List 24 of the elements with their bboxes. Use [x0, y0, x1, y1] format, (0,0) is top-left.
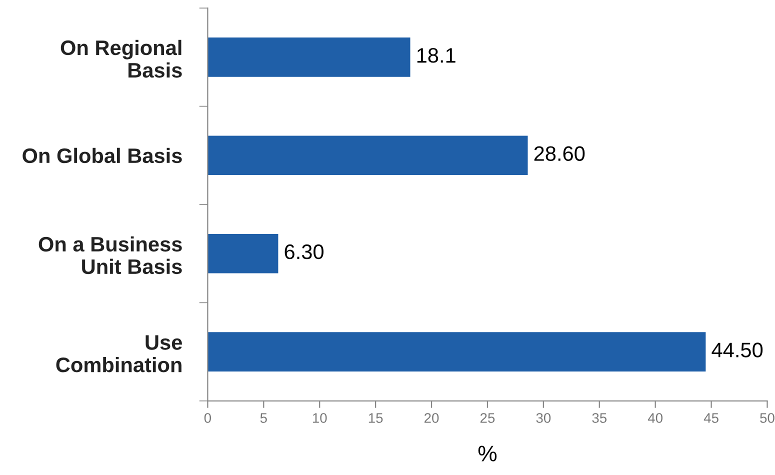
data-label: 28.60	[534, 146, 585, 161]
bar	[208, 38, 410, 77]
y-tick-label: On a Business Unit Basis	[38, 236, 182, 274]
x-tick-label: 40	[648, 413, 663, 423]
y-tick-label: On Global Basis	[22, 148, 182, 164]
x-tick-label: 25	[480, 413, 495, 423]
x-tick-label: 50	[760, 413, 774, 423]
bar	[208, 332, 706, 372]
x-axis-title: %	[478, 446, 497, 462]
x-tick-label: 45	[704, 413, 718, 423]
data-label: 6.30	[284, 244, 324, 260]
y-tick-label: Use Combination	[56, 335, 182, 372]
data-label: 44.50	[712, 342, 763, 358]
x-tick-label: 35	[592, 413, 607, 423]
x-tick-label: 5	[260, 413, 267, 423]
bar	[208, 136, 528, 176]
y-tick-label: On Regional Basis	[60, 40, 182, 78]
x-tick-label: 30	[536, 413, 551, 423]
data-label: 18.1	[417, 48, 456, 63]
bar	[208, 234, 278, 274]
x-tick-label: 10	[312, 413, 327, 423]
x-tick-label: 0	[204, 413, 212, 423]
x-tick-label: 20	[424, 413, 439, 423]
x-tick-label: 15	[368, 413, 383, 423]
